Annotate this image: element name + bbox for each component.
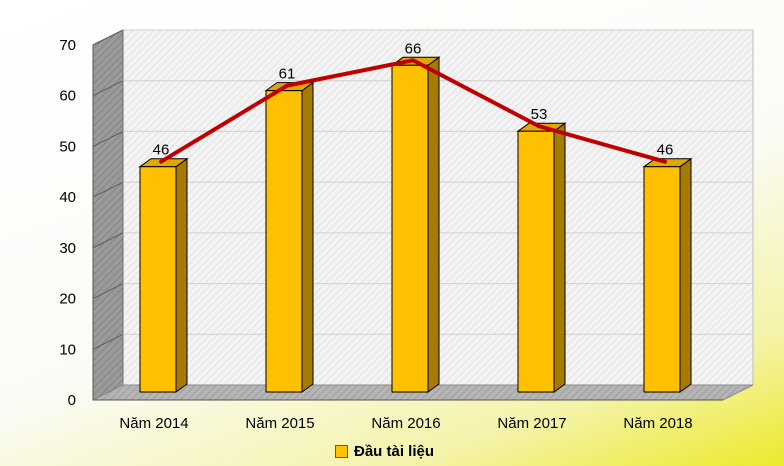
gridline-side [92,333,124,350]
trend-line [159,58,667,164]
bars [138,56,693,393]
y-tick-label: 50 [59,138,76,155]
bar-side [427,56,440,393]
bar-3 [390,56,441,393]
y-tick-label: 10 [59,341,76,358]
data-label: 66 [405,40,422,57]
bar-2 [264,81,315,393]
bar-front [517,130,555,393]
x-category-label: Năm 2016 [371,415,440,432]
legend: Đầu tài liệu [335,441,434,461]
data-labels: 46 61 66 53 46 [153,40,674,158]
side-wall [92,29,124,401]
gridline-side [92,283,124,300]
data-label: 61 [279,66,296,83]
x-category-label: Năm 2015 [245,415,314,432]
y-axis-ticks: 0 10 20 30 40 50 60 70 [59,37,723,409]
y-tick-label: 30 [59,240,76,257]
y-tick-label: 60 [59,88,76,105]
y-tick-label: 0 [68,392,76,409]
data-label: 46 [657,142,674,159]
bar-side [175,157,188,393]
bar-side [553,122,566,393]
bar-front [643,166,681,393]
bar-4 [516,122,567,393]
gridline-side [92,80,124,97]
x-category-label: Năm 2014 [119,415,188,432]
legend-swatch [335,444,348,458]
x-category-label: Năm 2018 [623,415,692,432]
bar-front [391,64,429,393]
bar-1 [138,157,189,393]
bar-front [139,166,177,393]
bar-front [265,90,303,393]
data-label: 46 [153,142,170,159]
bar-side [679,157,692,393]
gridline-side [92,181,124,198]
y-tick-label: 20 [59,291,76,308]
legend-label: Đầu tài liệu [354,442,435,460]
x-category-label: Năm 2017 [497,415,566,432]
gridline-side [92,130,124,147]
data-label: 53 [531,106,548,123]
y-tick-label: 70 [59,37,76,54]
y-tick-label: 40 [59,189,76,206]
bar-5 [642,157,693,393]
gridline-side [92,29,124,46]
gridline-side [92,232,124,249]
trend-polyline [159,58,667,164]
bar-side [301,81,314,393]
x-axis-categories: Năm 2014 Năm 2015 Năm 2016 Năm 2017 Năm 2018 [119,415,692,432]
